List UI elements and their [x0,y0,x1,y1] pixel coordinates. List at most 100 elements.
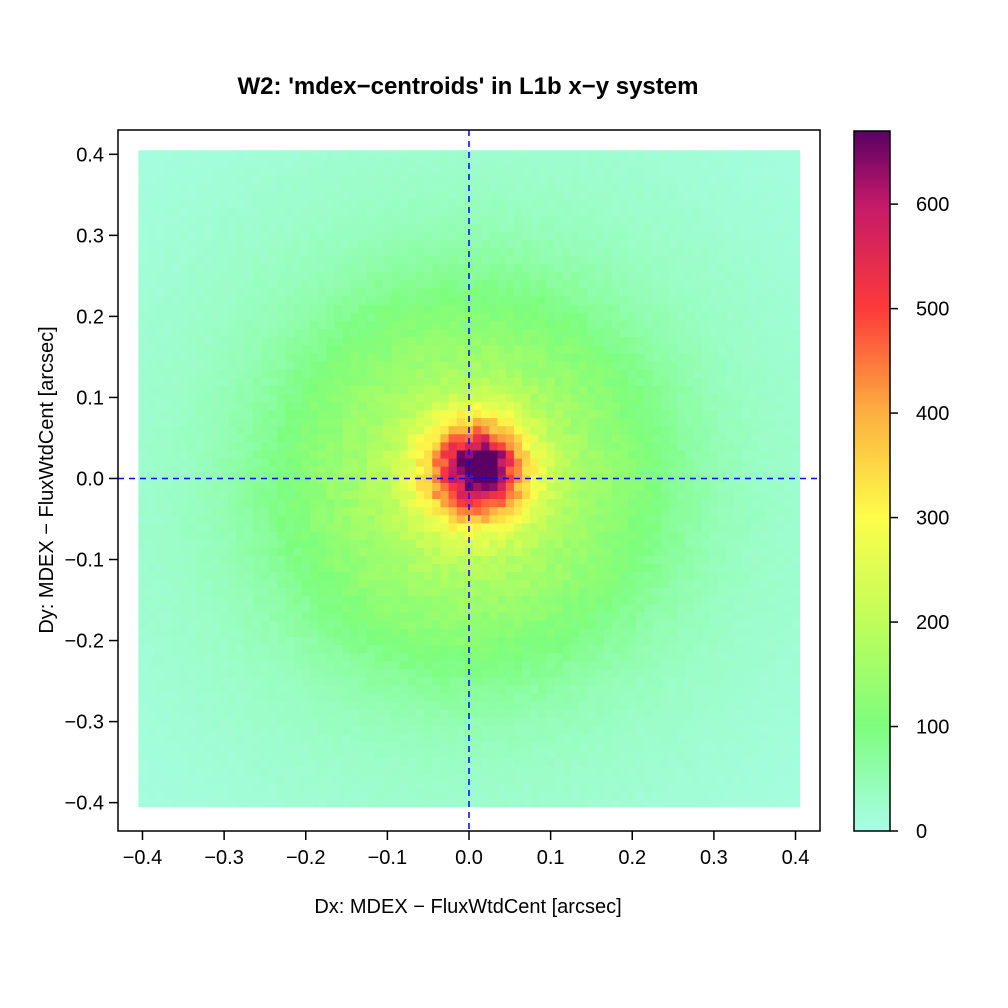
heatmap-cell [383,271,392,281]
heatmap-cell [358,758,368,767]
heatmap-cell [317,288,327,297]
heatmap-cell [244,677,254,686]
heatmap-cell [530,425,539,435]
heatmap-cell [293,506,303,516]
heatmap-cell [456,523,466,532]
heatmap-cell [366,198,376,208]
heatmap-cell [440,296,449,305]
heatmap-cell [326,304,335,313]
heatmap-cell [554,563,564,573]
heatmap-cell [391,150,401,159]
heatmap-cell [415,612,425,621]
heatmap-cell [162,247,172,257]
heatmap-cell [432,198,441,208]
heatmap-cell [301,442,311,451]
heatmap-cell [620,660,629,670]
heatmap-cell [391,458,401,467]
heatmap-cell [456,709,466,718]
heatmap-cell [579,547,588,556]
heatmap-cell [513,231,523,240]
heatmap-cell [530,563,539,573]
heatmap-cell [211,190,221,200]
heatmap-cell [228,312,237,321]
heatmap-cell [473,717,482,727]
heatmap-cell [146,782,156,791]
heatmap-cell [571,442,580,451]
heatmap-cell [522,450,531,459]
heatmap-cell [611,563,621,573]
heatmap-cell [195,604,205,613]
heatmap-cell [366,523,376,532]
heatmap-cell [505,401,515,410]
heatmap-cell [383,506,392,516]
heatmap-cell [603,595,613,605]
heatmap-cell [366,774,376,783]
heatmap-cell [375,385,384,394]
heatmap-cell [489,352,498,362]
heatmap-cell [179,555,188,564]
heatmap-cell [350,263,360,273]
heatmap-cell [195,150,205,159]
heatmap-cell [138,677,147,686]
heatmap-cell [293,571,303,581]
heatmap-cell [277,369,286,378]
heatmap-cell [171,296,180,305]
heatmap-cell [399,514,409,524]
heatmap-cell [350,369,360,378]
heatmap-cell [628,523,637,532]
heatmap-cell [603,223,613,232]
heatmap-cell [138,571,147,581]
heatmap-cell [571,660,580,670]
heatmap-cell [342,409,352,419]
heatmap-cell [195,182,205,192]
heatmap-cell [554,668,564,678]
heatmap-cell [211,288,221,297]
heatmap-cell [562,741,572,751]
heatmap-cell [383,198,392,208]
heatmap-cell [350,604,360,613]
heatmap-cell [587,490,596,500]
heatmap-cell [391,344,401,354]
heatmap-cell [179,563,188,573]
heatmap-cell [179,320,188,329]
heatmap-cell [497,498,507,508]
heatmap-cell [179,352,188,362]
heatmap-cell [236,393,245,402]
heatmap-cell [375,555,384,564]
heatmap-cell [562,385,572,394]
heatmap-cell [203,450,213,459]
heatmap-cell [317,523,327,532]
heatmap-cell [317,442,327,451]
heatmap-cell [636,531,645,540]
heatmap-cell [424,579,433,589]
heatmap-cell [603,215,613,224]
heatmap-cell [203,531,213,540]
heatmap-cell [628,571,637,581]
heatmap-cell [179,774,188,783]
heatmap-cell [497,360,507,370]
heatmap-cell [293,741,303,751]
heatmap-cell [587,514,596,524]
heatmap-cell [269,677,278,686]
heatmap-cell [481,539,490,548]
heatmap-cell [171,158,180,167]
heatmap-cell [571,498,580,508]
heatmap-cell [277,701,286,710]
heatmap-cell [432,490,441,500]
heatmap-cell [391,612,401,621]
heatmap-cell [260,571,270,581]
heatmap-cell [391,417,401,427]
heatmap-cell [228,701,237,710]
heatmap-cell [334,466,343,475]
heatmap-cell [399,660,409,670]
heatmap-cell [277,725,286,735]
heatmap-cell [244,547,254,556]
heatmap-cell [350,766,360,775]
heatmap-cell [538,263,547,273]
heatmap-cell [293,749,303,759]
heatmap-cell [424,514,433,524]
heatmap-cell [562,433,572,443]
heatmap-cell [203,790,213,799]
heatmap-cell [554,450,564,459]
heatmap-cell [440,490,449,500]
